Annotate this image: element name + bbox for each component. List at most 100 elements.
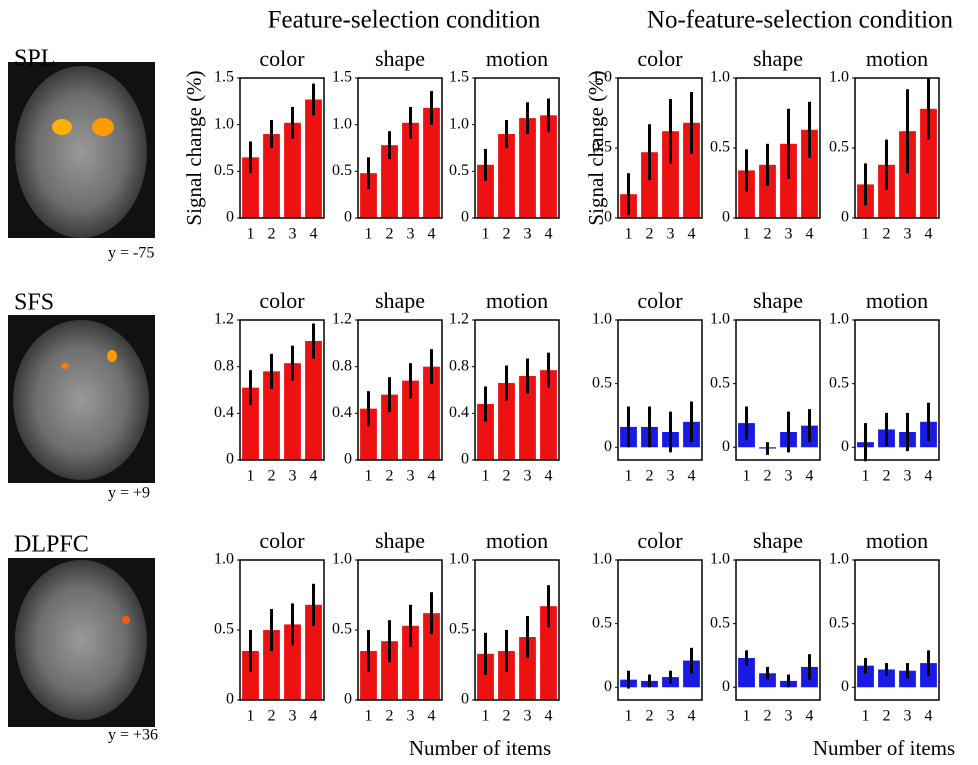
- y-tick-label: 1.2: [449, 311, 469, 328]
- x-tick-label: 4: [545, 226, 553, 243]
- x-tick-label: 3: [289, 468, 297, 485]
- region-label: SPL: [14, 46, 55, 72]
- bar: [284, 624, 301, 700]
- x-tick-label: 2: [503, 708, 511, 725]
- y-tick-label: 0.5: [449, 162, 469, 179]
- y-tick-label: 0.4: [214, 404, 234, 421]
- y-tick-label: 1.0: [592, 551, 612, 568]
- panel-title: color: [637, 288, 683, 313]
- panel-title: motion: [866, 288, 928, 313]
- y-tick-label: 0.8: [449, 357, 469, 374]
- x-tick-label: 1: [482, 226, 490, 243]
- bar: [759, 673, 776, 688]
- plot-frame: [617, 77, 703, 219]
- x-tick-label: 4: [428, 468, 436, 485]
- y-tick-label: 1.0: [332, 115, 352, 132]
- x-tick-label: 1: [247, 468, 255, 485]
- x-tick-label: 3: [407, 468, 415, 485]
- bar: [477, 404, 494, 460]
- condition-header: No-feature-selection condition: [647, 7, 954, 34]
- y-tick-label: 1.0: [829, 69, 849, 86]
- x-tick-label: 1: [247, 226, 255, 243]
- bar: [360, 651, 377, 700]
- bar: [519, 637, 536, 700]
- plot-frame: [617, 559, 703, 701]
- bar: [759, 164, 776, 218]
- x-tick-label: 1: [625, 226, 633, 243]
- bar: [801, 129, 818, 218]
- bar: [899, 670, 916, 688]
- y-tick-label: 0: [461, 209, 469, 226]
- y-tick-label: 1.0: [332, 551, 352, 568]
- x-tick-label: 4: [688, 468, 696, 485]
- x-tick-label: 1: [365, 226, 373, 243]
- y-tick-label: 1.0: [829, 551, 849, 568]
- x-tick-label: 4: [310, 708, 318, 725]
- x-tick-label: 2: [883, 226, 891, 243]
- y-tick-label: 0: [226, 691, 234, 708]
- x-tick-label: 4: [310, 468, 318, 485]
- x-tick-label: 3: [785, 226, 793, 243]
- bar: [641, 152, 658, 218]
- y-tick-label: 0: [722, 678, 730, 695]
- y-tick-label: 0: [344, 691, 352, 708]
- y-tick-label: 0.5: [592, 139, 612, 156]
- bar: [263, 371, 280, 460]
- plot-frame: [357, 77, 443, 219]
- x-tick-label: 4: [806, 226, 814, 243]
- y-tick-label: 1.5: [214, 69, 234, 86]
- y-tick-label: 0: [841, 438, 849, 455]
- x-tick-label: 4: [428, 708, 436, 725]
- plot-frame: [854, 319, 940, 461]
- bar: [780, 143, 797, 218]
- x-tick-label: 1: [625, 468, 633, 485]
- x-tick-label: 3: [524, 708, 532, 725]
- x-tick-label: 2: [268, 708, 276, 725]
- plot-frame: [474, 319, 560, 461]
- bar: [242, 387, 259, 460]
- y-tick-label: 1.5: [332, 69, 352, 86]
- bar: [519, 118, 536, 218]
- panel-title: motion: [866, 528, 928, 553]
- x-tick-label: 1: [743, 708, 751, 725]
- x-tick-label: 1: [365, 468, 373, 485]
- y-tick-label: 0.5: [592, 614, 612, 631]
- x-axis-label: Number of items: [813, 736, 955, 760]
- bar: [477, 653, 494, 700]
- x-tick-label: 2: [646, 226, 654, 243]
- x-axis-label: Number of items: [409, 736, 551, 760]
- panel-title: color: [259, 528, 305, 553]
- x-tick-label: 2: [883, 468, 891, 485]
- x-tick-label: 1: [862, 708, 870, 725]
- panel-title: shape: [753, 528, 803, 553]
- bar: [540, 370, 557, 460]
- bar: [540, 115, 557, 218]
- bar: [284, 122, 301, 218]
- x-tick-label: 2: [268, 226, 276, 243]
- x-tick-label: 2: [883, 708, 891, 725]
- bar: [402, 380, 419, 460]
- x-tick-label: 3: [524, 468, 532, 485]
- bar: [899, 131, 916, 218]
- plot-frame: [854, 77, 940, 219]
- panel-title: color: [259, 46, 305, 71]
- bar: [402, 625, 419, 700]
- x-tick-label: 4: [806, 708, 814, 725]
- x-tick-label: 3: [667, 708, 675, 725]
- plot-frame: [735, 319, 821, 461]
- y-tick-label: 1.0: [710, 551, 730, 568]
- plot-frame: [474, 559, 560, 701]
- x-tick-label: 3: [785, 708, 793, 725]
- x-tick-label: 1: [482, 708, 490, 725]
- bar: [662, 131, 679, 218]
- x-tick-label: 2: [503, 468, 511, 485]
- x-tick-label: 3: [904, 468, 912, 485]
- y-tick-label: 1.5: [449, 69, 469, 86]
- y-tick-label: 0.4: [332, 404, 352, 421]
- bar: [519, 376, 536, 460]
- bar: [360, 173, 377, 218]
- x-tick-label: 2: [764, 708, 772, 725]
- y-tick-label: 0: [841, 678, 849, 695]
- plot-frame: [617, 319, 703, 461]
- x-tick-label: 3: [667, 226, 675, 243]
